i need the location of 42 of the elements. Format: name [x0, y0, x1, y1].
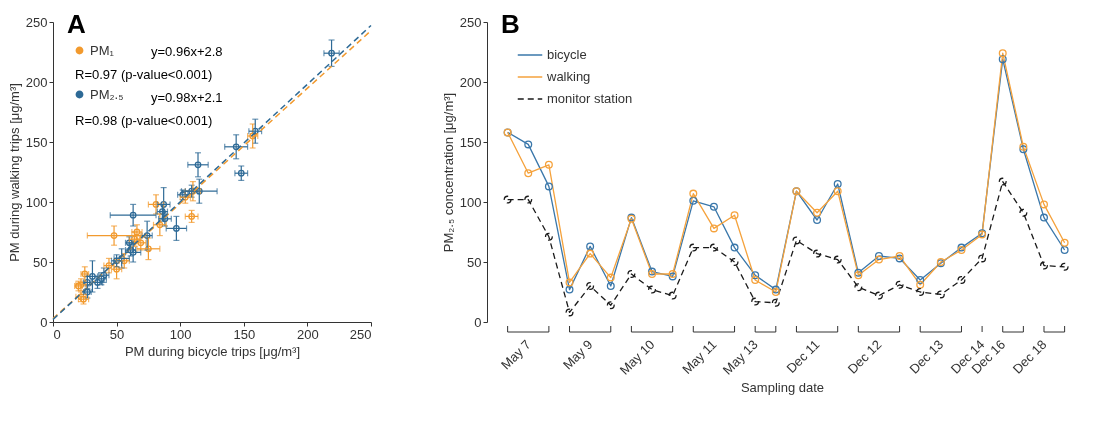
x-tick-label: 100: [169, 326, 192, 342]
y-tick-label: 100: [459, 194, 482, 210]
x-axis-title: Sampling date: [740, 379, 825, 395]
legend-label: bicycle: [547, 47, 587, 62]
x-tick-label: 150: [233, 326, 256, 342]
x-tick-label: 200: [297, 326, 319, 342]
y-tick-label: 200: [25, 74, 48, 90]
y-tick-label: 100: [25, 194, 48, 210]
annotation: y=0.96x+2.8: [151, 44, 223, 59]
annotation: R=0.97 (p-value<0.001): [75, 67, 213, 82]
x-axis-title: PM during bicycle trips [μg/m³]: [124, 343, 301, 359]
x-tick-label: May 10: [616, 336, 658, 378]
x-tick-label: 0: [53, 326, 61, 342]
y-tick-label: 250: [25, 14, 48, 30]
legend-label: monitor station: [547, 91, 633, 106]
y-tick-label: 0: [474, 314, 482, 330]
x-tick-label: May 13: [719, 336, 761, 378]
x-tick-label: Dec 11: [783, 336, 823, 376]
legend-label: PM₂.₅: [90, 86, 124, 102]
y-tick-label: 150: [459, 134, 482, 150]
annotation: R=0.98 (p-value<0.001): [75, 113, 213, 128]
y-tick-label: 250: [459, 14, 482, 30]
x-tick-label: Dec 13: [906, 336, 947, 377]
legend-label: PM₁: [90, 42, 115, 58]
chart-title: B: [501, 9, 520, 39]
y-axis-title: PM during walking trips [μg/m³]: [6, 83, 22, 262]
y-tick-label: 0: [40, 314, 48, 330]
y-tick-label: 50: [467, 254, 482, 270]
x-tick-label: May 7: [498, 336, 534, 373]
x-tick-label: 50: [109, 326, 125, 342]
legend-label: walking: [546, 69, 591, 84]
x-tick-label: Dec 18: [1009, 336, 1050, 377]
x-tick-label: Dec 12: [844, 336, 885, 377]
x-tick-label: May 9: [559, 336, 596, 373]
x-tick-label: May 11: [679, 336, 720, 377]
y-tick-label: 50: [33, 254, 48, 270]
y-axis-title: PM₂.₅ concentration [μg/m³]: [440, 92, 456, 253]
x-tick-label: 250: [349, 326, 372, 342]
annotation: y=0.98x+2.1: [151, 90, 223, 105]
y-tick-label: 150: [25, 134, 48, 150]
y-tick-label: 200: [459, 74, 482, 90]
chart-title: A: [67, 9, 86, 39]
